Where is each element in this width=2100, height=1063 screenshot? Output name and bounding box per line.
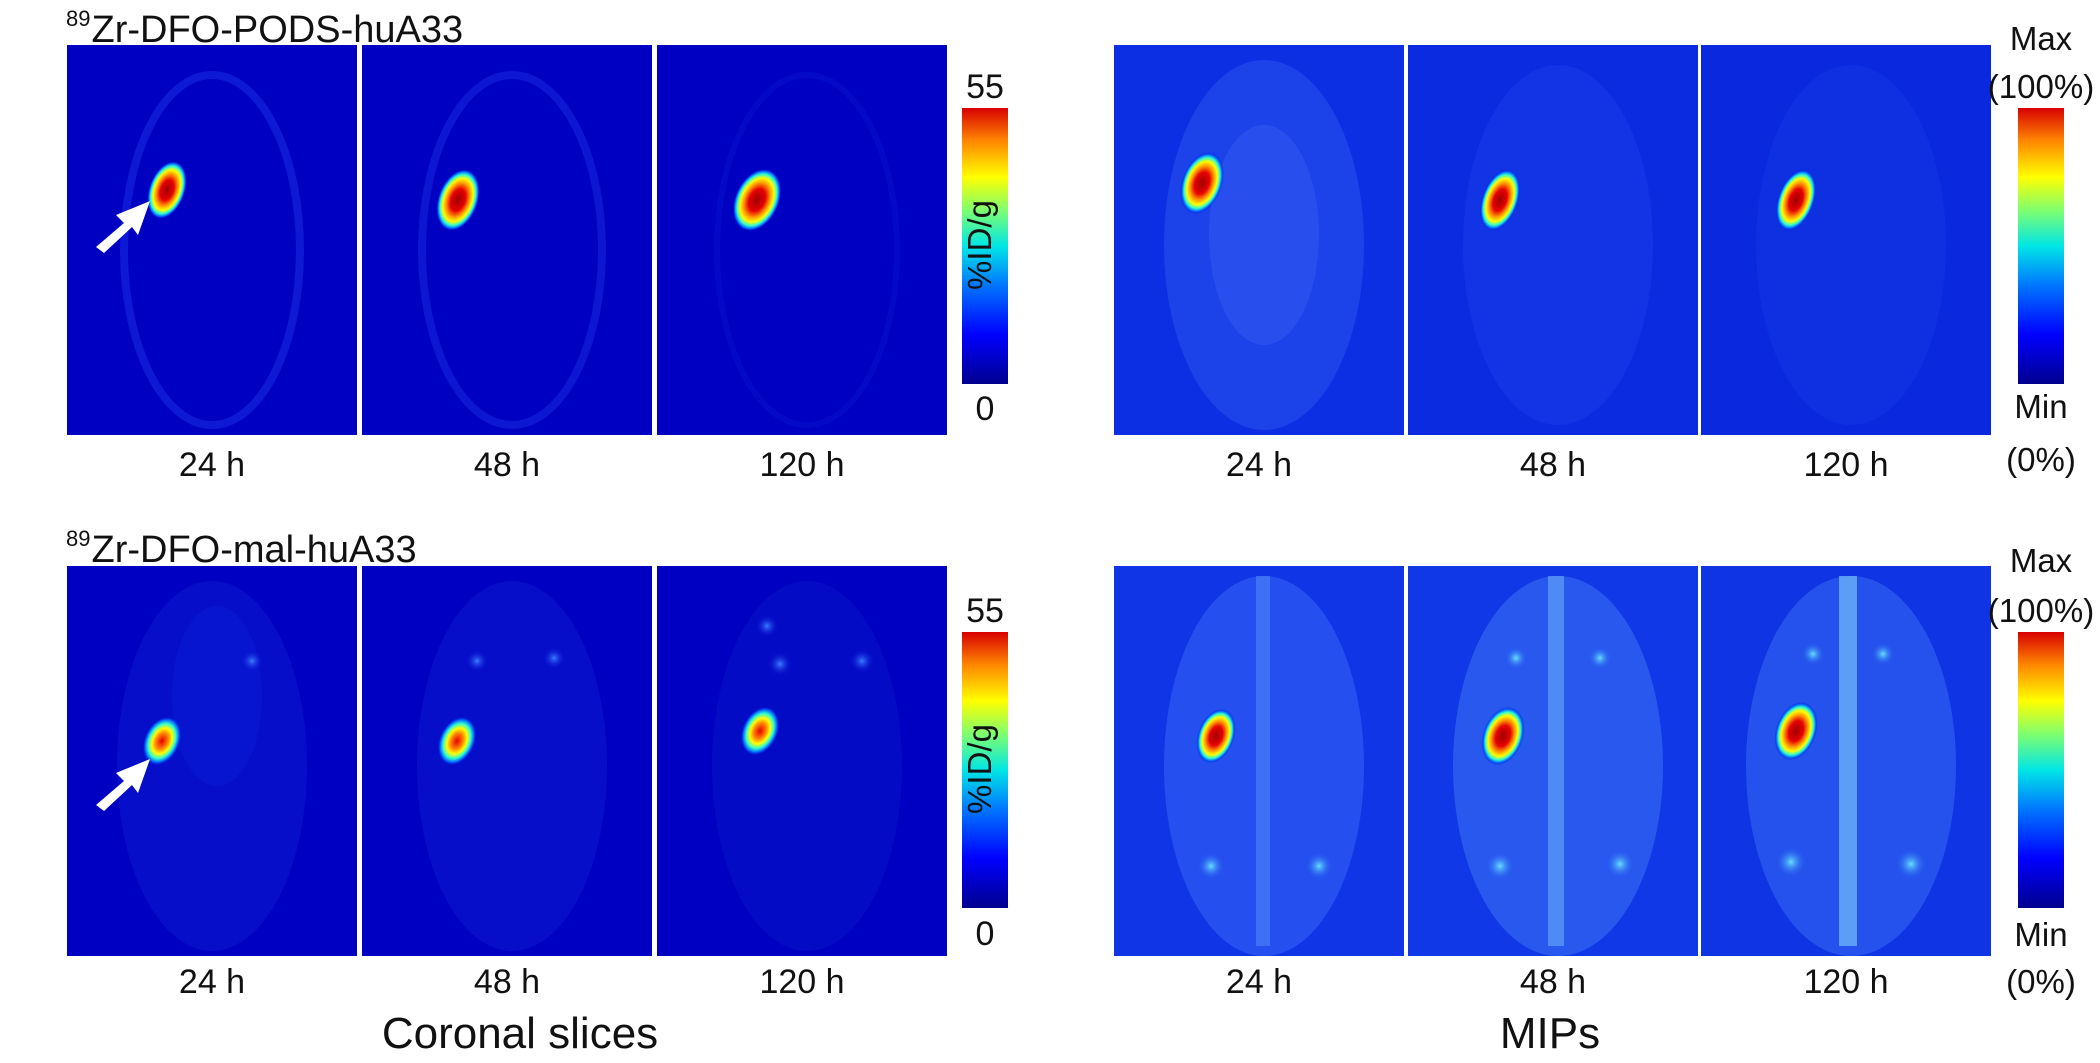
row2-slice-time-120h: 120 h (759, 963, 845, 1001)
arrow-icon (96, 759, 150, 811)
row2-mip-min-label: Min (2014, 916, 2068, 953)
mips-caption: MIPs (1499, 1009, 1601, 1058)
row1-slice-time-48h: 48 h (473, 446, 541, 484)
row1-mip-max-pct: (100%) (1987, 68, 2095, 105)
row2-title: 89Zr-DFO-mal-huA33 (66, 526, 417, 571)
row2-slice-time-48h: 48 h (473, 963, 541, 1001)
row2-isotope-mass: 89 (66, 526, 91, 551)
row1-mip-colorbar (2018, 108, 2064, 384)
row2-slice-scale-unit: %ID/g (960, 724, 998, 814)
row2-slice-scale-max: 55 (966, 592, 1004, 630)
row2-slice-colorbar (962, 632, 1008, 908)
row1-slice-scale-min: 0 (975, 390, 995, 428)
row2-mip-time-48h: 48 h (1519, 963, 1587, 1001)
row2-mip-120h-image (1701, 566, 1991, 956)
row1-mip-time-48h: 48 h (1519, 446, 1587, 484)
row2-slice-24h-image (67, 566, 357, 956)
row2-mip-time-120h: 120 h (1803, 963, 1889, 1001)
row2-mip-max-label: Max (2009, 542, 2073, 579)
row2-mip-min-pct: (0%) (2006, 963, 2076, 1000)
arrow-icon (96, 201, 150, 253)
row1-slice-scale-unit: %ID/g (960, 200, 998, 290)
row1-slice-120h-image (657, 45, 947, 435)
row1-slice-scale-max: 55 (966, 68, 1004, 106)
row2-mip-24h-image (1114, 566, 1404, 956)
row1-mip-time-120h: 120 h (1803, 446, 1889, 484)
row2-slice-120h-image (657, 566, 947, 956)
coronal-slices-caption: Coronal slices (381, 1009, 659, 1058)
row1-mip-24h-image (1114, 45, 1404, 435)
row2-mip-max-pct: (100%) (1987, 592, 2095, 629)
row1-title: 89Zr-DFO-PODS-huA33 (66, 6, 464, 51)
row2-slice-time-24h: 24 h (178, 963, 246, 1001)
row1-mip-48h-image (1408, 45, 1698, 435)
row2-mip-48h-image (1408, 566, 1698, 956)
row1-mip-min-pct: (0%) (2006, 441, 2076, 478)
row1-tracer-name: Zr-DFO-PODS-huA33 (91, 9, 464, 51)
row1-slice-time-120h: 120 h (759, 446, 845, 484)
row1-mip-min-label: Min (2014, 388, 2068, 425)
row2-mip-time-24h: 24 h (1225, 963, 1293, 1001)
row1-isotope-mass: 89 (66, 6, 91, 31)
row1-slice-time-24h: 24 h (178, 446, 246, 484)
row1-slice-48h-image (362, 45, 652, 435)
row1-mip-time-24h: 24 h (1225, 446, 1293, 484)
row1-mip-max-label: Max (2009, 20, 2073, 57)
row2-tracer-name: Zr-DFO-mal-huA33 (91, 529, 417, 571)
row1-slice-colorbar (962, 108, 1008, 384)
row2-slice-48h-image (362, 566, 652, 956)
row1-mip-120h-image (1701, 45, 1991, 435)
row2-mip-colorbar (2018, 632, 2064, 908)
row2-slice-scale-min: 0 (975, 915, 995, 953)
